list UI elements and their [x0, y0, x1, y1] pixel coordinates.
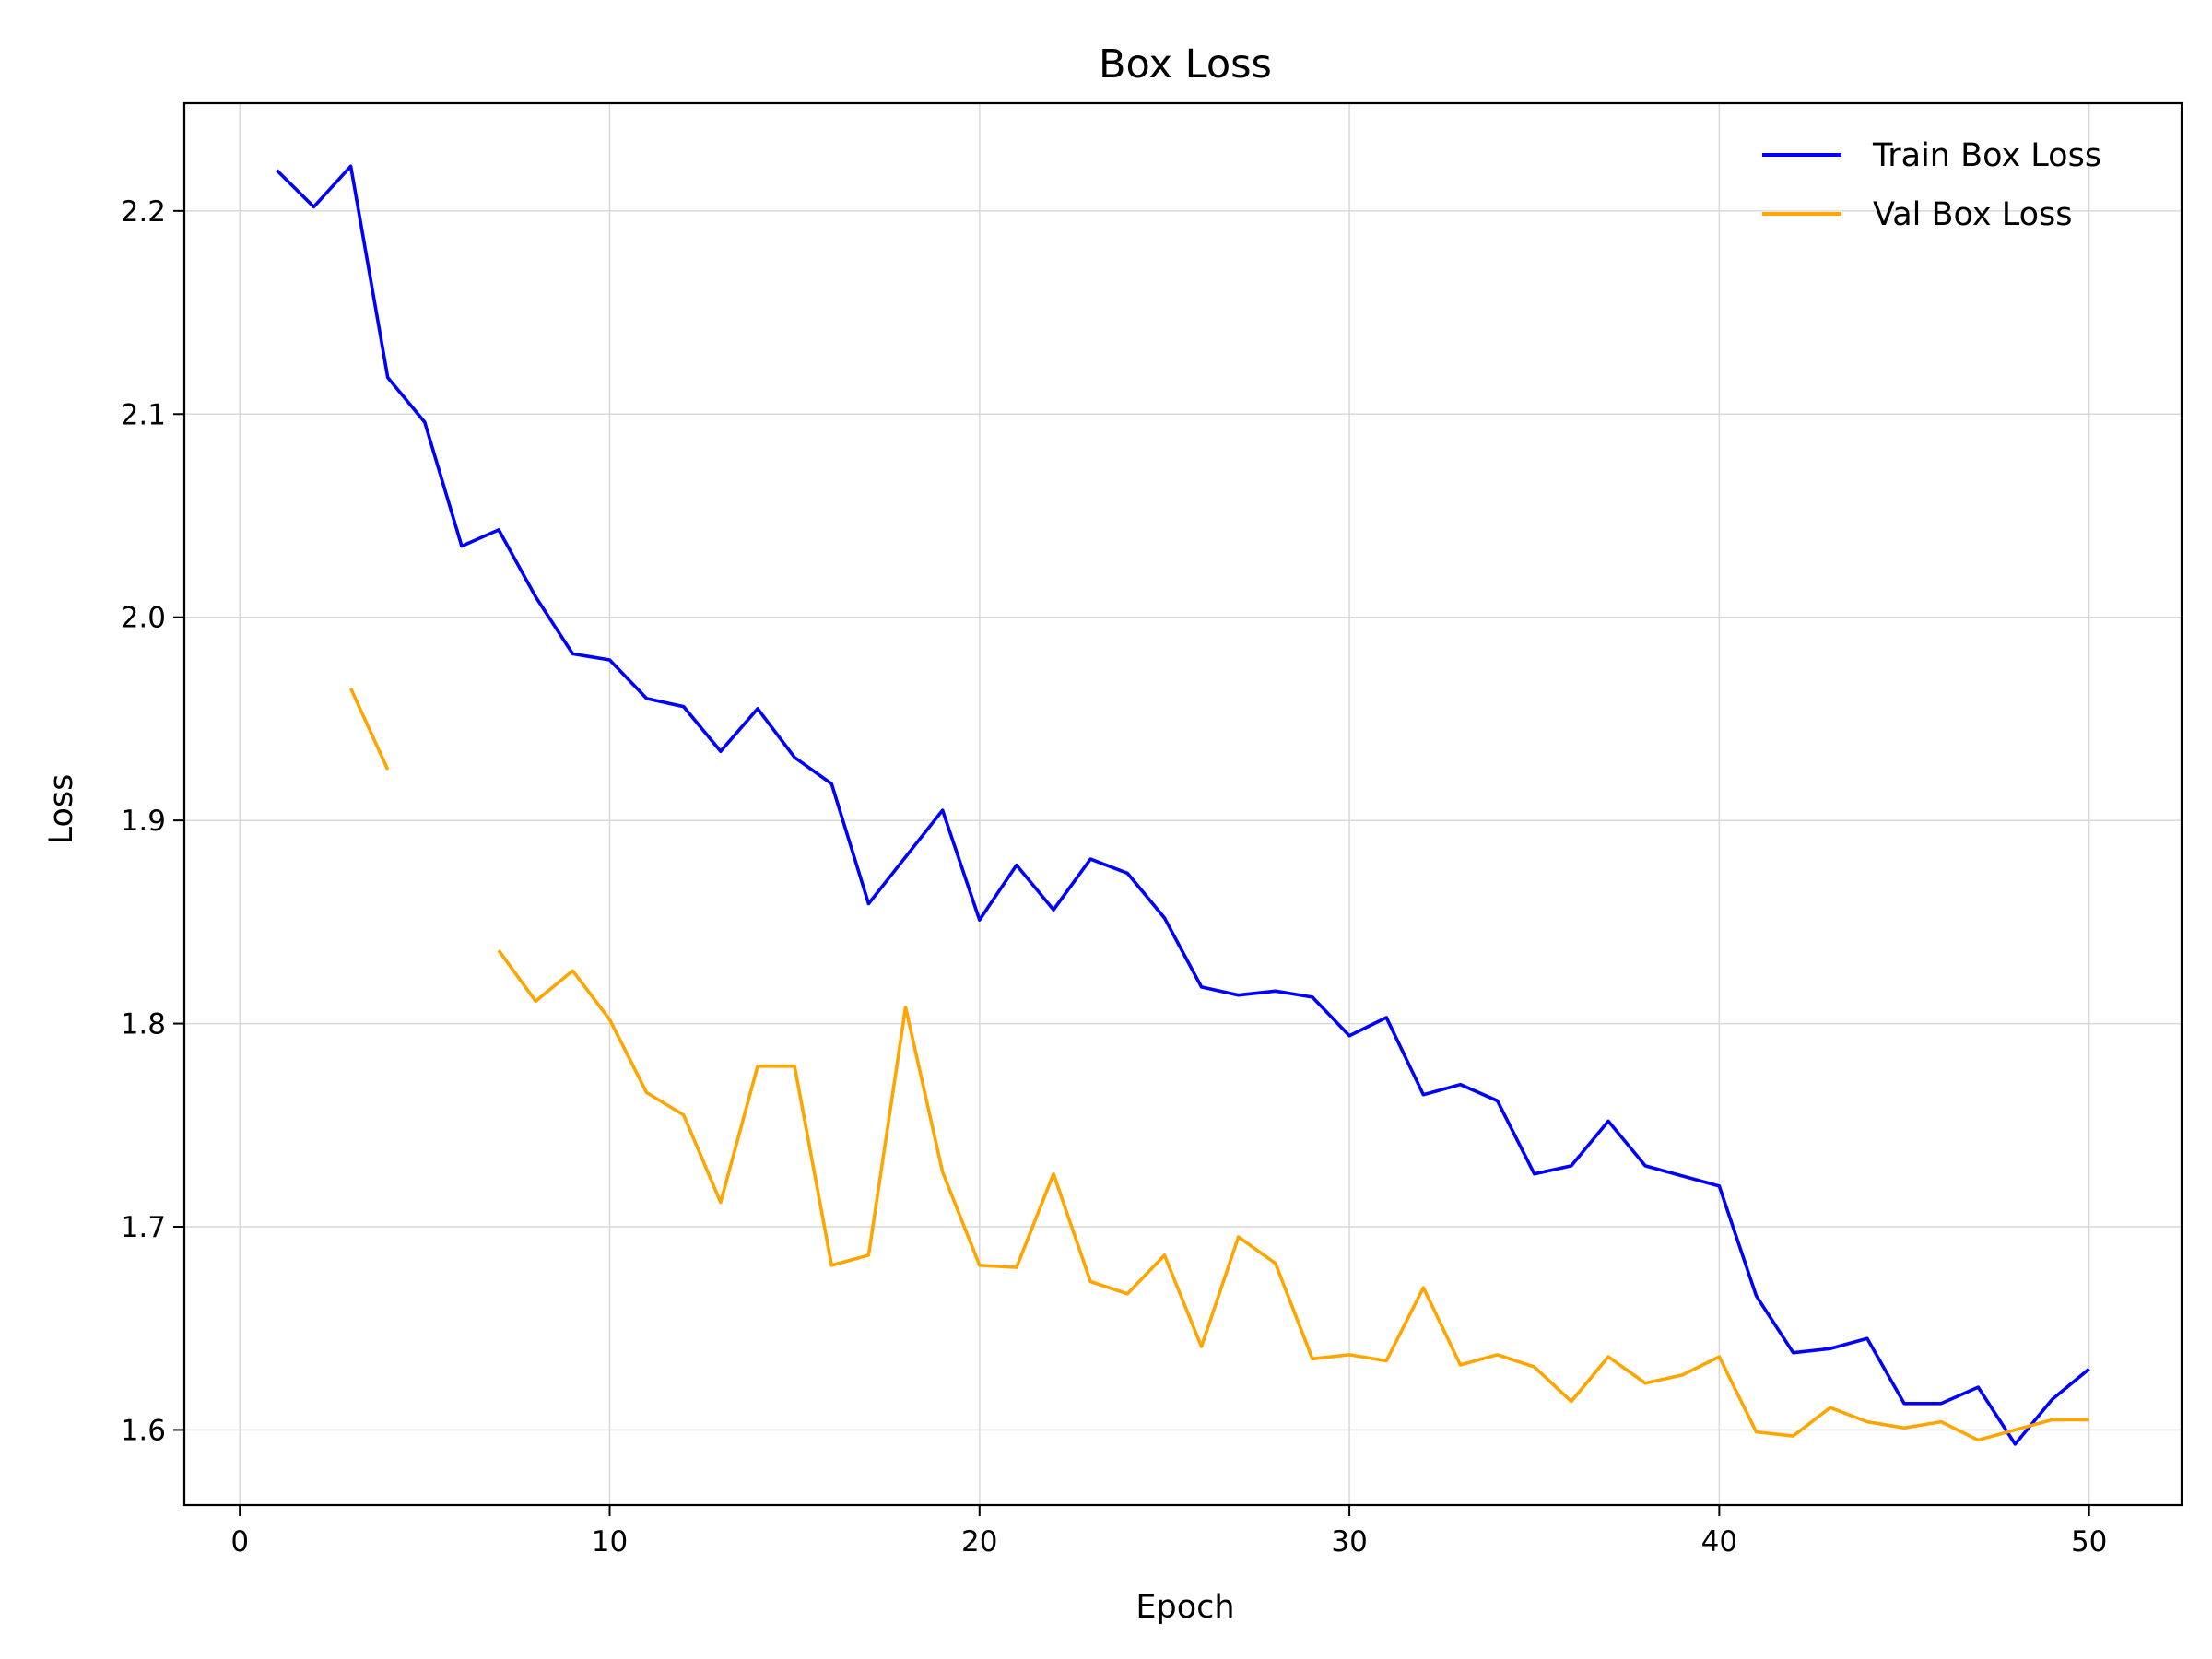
train-box-loss-line	[276, 164, 2090, 1446]
y-axis-title: Loss	[43, 774, 80, 845]
train-box-loss-series	[276, 164, 2090, 1446]
x-tick-label: 10	[592, 1525, 628, 1559]
x-axis-title: Epoch	[1135, 1589, 1234, 1626]
y-tick-label: 2.2	[121, 195, 166, 229]
y-tick-label: 2.1	[121, 398, 166, 431]
y-tick-label: 1.9	[121, 805, 166, 838]
y-tick-label: 1.8	[121, 1008, 166, 1041]
series-layer	[276, 164, 2090, 1446]
y-tick-label: 1.7	[121, 1211, 166, 1244]
legend-label: Train Box Loss	[1872, 137, 2101, 174]
val-box-loss-line	[348, 688, 390, 771]
x-tick-label: 50	[2071, 1525, 2107, 1559]
y-tick-label: 2.0	[121, 602, 166, 635]
legend: Train Box Loss Val Box Loss	[1762, 137, 2101, 233]
x-tick-label: 0	[230, 1525, 249, 1559]
legend-label: Val Box Loss	[1873, 196, 2072, 233]
grid	[184, 103, 2182, 1505]
plot-frame	[182, 101, 2183, 1507]
y-tick-label: 1.6	[121, 1414, 166, 1447]
x-tick-label: 30	[1331, 1525, 1367, 1559]
val-box-loss-line	[497, 949, 2089, 1442]
x-tick-label: 40	[1701, 1525, 1737, 1559]
ticks: 0 10 20 30 40 50 1.6 1.7 1.8 1.9 2.0 2.1 2.2	[121, 195, 2108, 1559]
chart-title: Box Loss	[1099, 41, 1272, 88]
val-box-loss-series	[348, 688, 2089, 1442]
x-tick-label: 20	[961, 1525, 997, 1559]
